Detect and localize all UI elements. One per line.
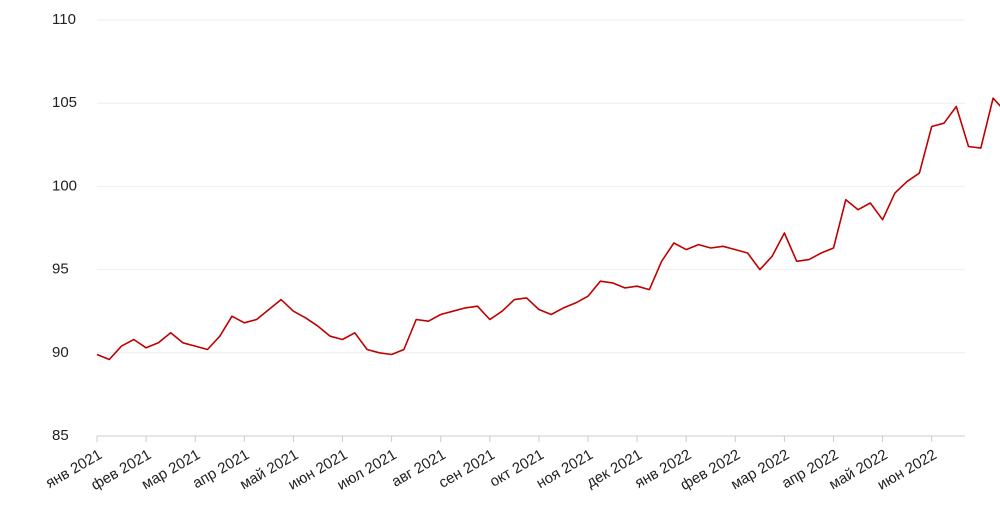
- line: [96, 97, 1000, 361]
- y-tick-label: 95: [52, 261, 69, 278]
- x-tick-label: ноя 2021: [534, 446, 596, 492]
- y-tick-label: 100: [52, 177, 77, 194]
- y-tick-label: 85: [52, 427, 69, 444]
- y-tick-label: 90: [52, 344, 69, 361]
- y-tick-label: 110: [52, 11, 76, 28]
- x-tick-label: сен 2021: [436, 446, 498, 492]
- y-tick-label: 105: [52, 94, 77, 111]
